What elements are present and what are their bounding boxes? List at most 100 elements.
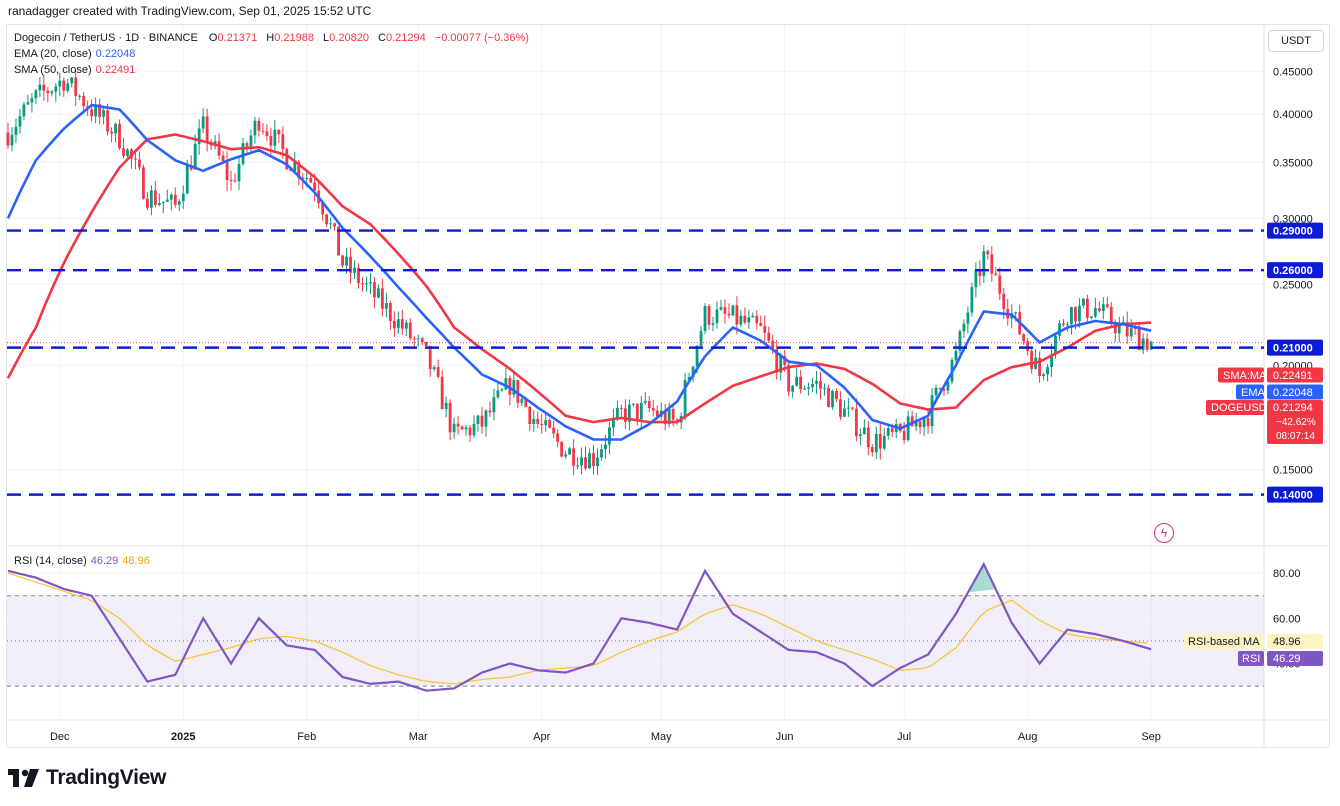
candle-body (970, 287, 974, 313)
candle-body (1137, 328, 1141, 350)
candle-body (38, 84, 42, 91)
candle-body (779, 356, 783, 373)
candle-body (1109, 306, 1113, 324)
tradingview-logo[interactable]: TradingView (8, 766, 166, 790)
candle-body (408, 322, 412, 339)
candle-body (966, 312, 970, 324)
candle-body (480, 415, 484, 427)
rsi-overbought-fill (967, 564, 996, 593)
candle-body (731, 305, 735, 316)
candle-body (600, 449, 603, 458)
candle-body (934, 387, 938, 396)
rsi-ma-value-label: 48.96 (1273, 636, 1301, 648)
candle-body (910, 416, 914, 427)
candle-body (882, 435, 886, 449)
candle-body (572, 448, 575, 466)
doge-countdown-label: 08:07:14 (1276, 431, 1315, 442)
candle-body (337, 226, 340, 256)
level-tag (1267, 222, 1323, 239)
candle-body (1078, 305, 1081, 322)
ema-name-label: EMA (1241, 387, 1266, 399)
candle-body (906, 416, 910, 441)
candle-body (6, 132, 10, 146)
level-label: 0.29000 (1273, 226, 1313, 238)
candle-body (819, 380, 822, 389)
candle-body (1089, 316, 1093, 318)
candle-body (1097, 308, 1101, 312)
candle-body (500, 389, 504, 391)
candle-body (253, 120, 257, 136)
candle-body (1085, 298, 1089, 318)
candle-body (1054, 335, 1057, 355)
currency-button[interactable]: USDT (1268, 30, 1324, 52)
candle-body (237, 163, 241, 182)
candle-body (94, 104, 98, 117)
candle-body (870, 447, 874, 453)
candle-body (1062, 323, 1065, 325)
candle-body (10, 134, 14, 146)
candle-body (627, 404, 631, 422)
candle-body (1101, 304, 1105, 312)
candle-body (82, 95, 86, 107)
time-tick-label: Jul (897, 731, 911, 743)
ema-value: 0.22048 (95, 48, 136, 60)
candle-body (568, 448, 572, 455)
doge-value-tag (1267, 400, 1323, 444)
time-tick-label: May (651, 731, 672, 743)
candle-body (1002, 293, 1006, 310)
rsi-tick-label: 60.00 (1273, 613, 1301, 625)
open-label: O (208, 32, 218, 44)
candle-body (691, 366, 695, 378)
candle-body (488, 410, 492, 413)
candle-body (66, 83, 70, 91)
flash-icon[interactable]: ϟ (1154, 523, 1174, 543)
level-label: 0.21000 (1273, 343, 1313, 355)
ema-20-line (6, 103, 1152, 441)
candle-body (890, 428, 894, 432)
candle-body (404, 322, 408, 329)
candle-body (313, 182, 317, 191)
candle-body (667, 409, 671, 425)
candle-body (496, 390, 500, 398)
sma-ma-name-tag (1218, 367, 1264, 383)
candle-body (858, 434, 862, 437)
candle-body (528, 406, 532, 424)
candle-body (643, 401, 647, 403)
candle-body (381, 288, 384, 309)
candle-body (671, 409, 675, 420)
candle-body (384, 303, 388, 309)
candle-body (604, 444, 607, 450)
candle-body (711, 323, 715, 325)
chart-credit: ranadagger created with TradingView.com,… (8, 4, 372, 18)
candle-body (994, 273, 998, 276)
rsi-ma-name-tag (1184, 634, 1264, 649)
candle-body (165, 199, 169, 202)
time-tick-label: Mar (409, 731, 428, 743)
candle-body (377, 288, 380, 298)
price-tick-label: 0.40000 (1273, 109, 1313, 121)
candle-body (918, 421, 922, 428)
candle-body (886, 428, 890, 436)
candle-body (958, 331, 962, 351)
candle-body (225, 161, 229, 181)
doge-name-tag (1206, 400, 1264, 415)
brand-name: TradingView (46, 766, 167, 789)
candle-body (464, 427, 468, 430)
candle-body (50, 91, 54, 94)
candle-body (699, 330, 703, 346)
candle-body (18, 116, 22, 127)
high-value: 0.21988 (274, 32, 314, 44)
candle-body (265, 131, 269, 136)
ema-value-tag (1267, 384, 1323, 400)
candle-body (197, 128, 201, 144)
doge-change-label: −42.62% (1276, 417, 1316, 428)
candle-body (556, 433, 560, 442)
candle-body (608, 427, 611, 445)
candle-body (942, 388, 946, 391)
candle-body (524, 399, 528, 407)
candle-body (850, 407, 854, 409)
candle-body (472, 424, 476, 436)
candle-body (962, 323, 966, 332)
candle-body (448, 402, 452, 433)
